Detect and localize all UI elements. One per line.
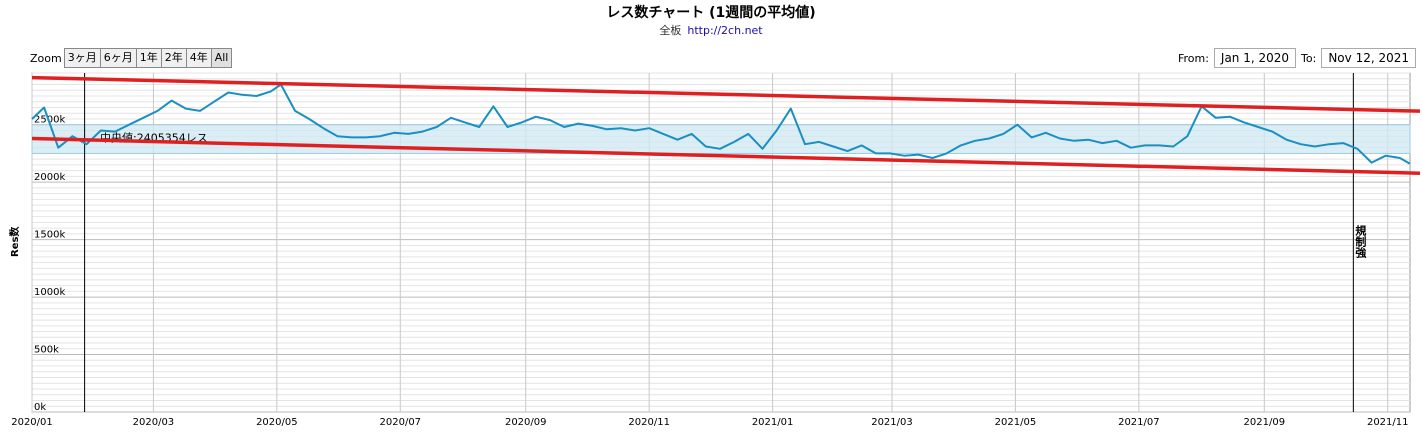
x-tick-label: 2020/07: [380, 417, 422, 428]
x-tick-label: 2020/05: [256, 417, 298, 428]
zoom-3m-button[interactable]: 3ヶ月: [63, 48, 101, 68]
x-tick-label: 2020/11: [628, 417, 670, 428]
zoom-4y-button[interactable]: 4年: [185, 48, 212, 68]
subtitle-prefix: 全板: [659, 24, 682, 37]
trend-line: [31, 75, 1421, 113]
y-tick-label: 1000k: [34, 287, 65, 298]
y-tick-label: 1500k: [34, 230, 65, 241]
date-range: From: Jan 1, 2020 To: Nov 12, 2021: [1173, 48, 1416, 68]
from-date-input[interactable]: Jan 1, 2020: [1213, 48, 1297, 68]
chart-title: レス数チャート (1週間の平均値): [606, 5, 816, 21]
x-tick-label: 2021/01: [752, 417, 794, 428]
chart-subtitle: 全板 http://2ch.net: [0, 22, 1422, 38]
to-label: To:: [1301, 51, 1317, 65]
zoom-all-button[interactable]: All: [210, 48, 233, 68]
x-tick-label: 2020/09: [505, 417, 547, 428]
y-tick-label: 2500k: [34, 115, 65, 126]
x-tick-label: 2020/01: [11, 417, 53, 428]
from-label: From:: [1177, 51, 1209, 65]
x-tick-label: 2021/09: [1244, 417, 1286, 428]
x-tick-label: 2021/11: [1367, 417, 1409, 428]
x-tick-label: 2021/05: [995, 417, 1037, 428]
x-tick-label: 2020/03: [133, 417, 175, 428]
y-tick-label: 500k: [34, 345, 59, 356]
plot-area: [31, 72, 1411, 413]
series-line: [31, 83, 1411, 165]
trend-line: [31, 136, 1421, 175]
x-tick-label: 2021/07: [1118, 417, 1160, 428]
to-date-input[interactable]: Nov 12, 2021: [1321, 48, 1416, 68]
subtitle-link[interactable]: http://2ch.net: [687, 24, 763, 37]
y-tick-label: 0k: [34, 402, 46, 413]
zoom-label: Zoom: [30, 51, 62, 65]
zoom-controls: Zoom 3ヶ月 6ヶ月 1年 2年 4年 All: [30, 48, 233, 68]
event-label: 規制強: [1354, 224, 1367, 259]
x-tick-label: 2021/03: [871, 417, 913, 428]
y-tick-label: 2000k: [34, 172, 65, 183]
